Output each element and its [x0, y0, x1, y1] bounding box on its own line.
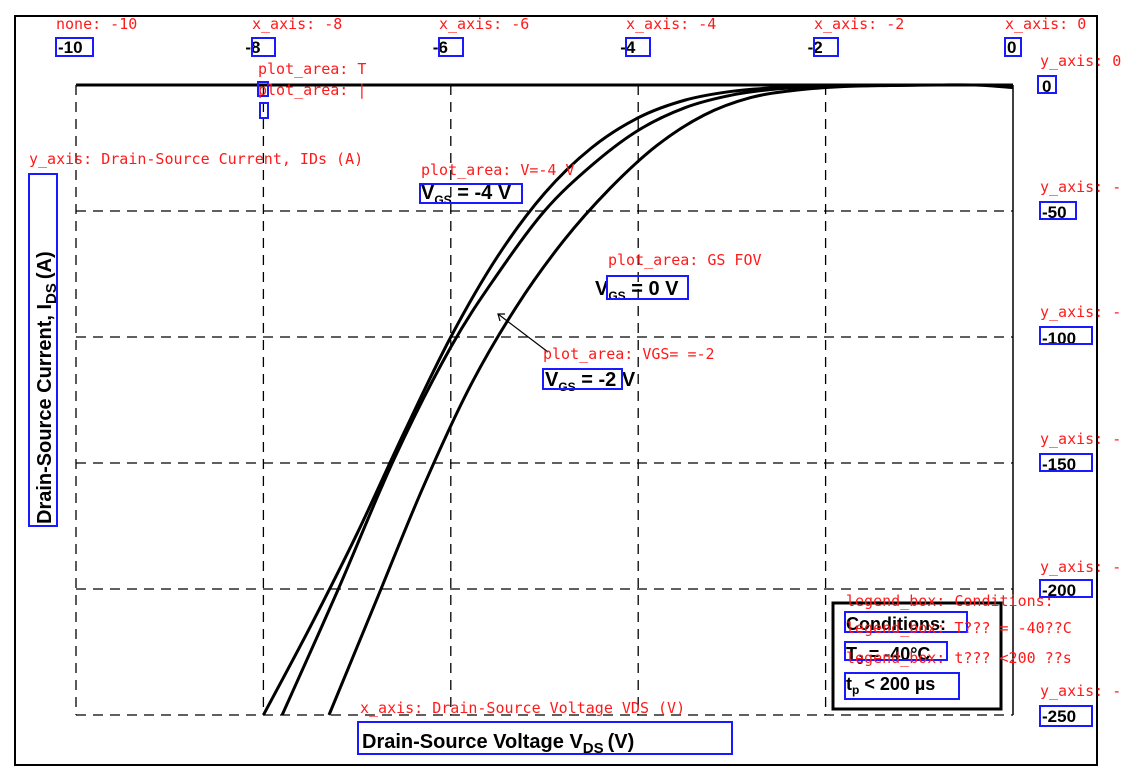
annotation-texts: none: -10 x_axis: -8 x_axis: -6 x_axis: … — [29, 15, 1121, 717]
y-tick-label: -150 — [1042, 455, 1076, 474]
svg-text:y_axis: 0: y_axis: 0 — [1040, 52, 1121, 70]
svg-text:y_axis: -: y_axis: - — [1040, 430, 1121, 448]
svg-text:legend_box: t??? <200 ??s: legend_box: t??? <200 ??s — [846, 649, 1072, 667]
annotation-boxes — [28, 37, 1093, 755]
arrow-head — [497, 313, 505, 322]
y-tick-label: -50 — [1042, 203, 1067, 222]
svg-text:x_axis: -4: x_axis: -4 — [626, 15, 716, 33]
svg-text:y_axis: -: y_axis: - — [1040, 682, 1121, 700]
legend-line-tp: tp < 200 µs — [846, 674, 935, 697]
svg-text:plot_area: V=-4 V: plot_area: V=-4 V — [421, 161, 575, 179]
svg-text:legend_box: T??? = -40??C: legend_box: T??? = -40??C — [846, 619, 1072, 637]
svg-text:y_axis: -: y_axis: - — [1040, 558, 1121, 576]
svg-text:plot_area: |: plot_area: | — [258, 81, 366, 99]
svg-text:plot_area: T: plot_area: T — [258, 60, 366, 78]
svg-text:x_axis: -6: x_axis: -6 — [439, 15, 529, 33]
x-tick-label: -4 — [620, 38, 636, 57]
x-tick-label: -2 — [808, 38, 823, 57]
svg-text:x_axis: 0: x_axis: 0 — [1005, 15, 1086, 33]
svg-text:y_axis: Drain-Source Current,: y_axis: Drain-Source Current, IDs (A) — [29, 150, 363, 168]
legend-box — [831, 601, 1003, 711]
svg-text:y_axis: -: y_axis: - — [1040, 178, 1121, 196]
y-tick-label: -100 — [1042, 329, 1076, 348]
svg-text:plot_area: VGS= =-2: plot_area: VGS= =-2 — [543, 345, 715, 363]
x-tick-label: 0 — [1007, 38, 1016, 57]
series-line — [327, 83, 1014, 716]
x-axis-title: Drain-Source Voltage VDS (V) — [362, 731, 634, 757]
y-axis-title: Drain-Source Current, IDS(A) — [34, 251, 60, 524]
y-tick-label: -200 — [1042, 581, 1076, 600]
series-label-arrow — [497, 313, 549, 353]
svg-text:legend_box: Conditions:: legend_box: Conditions: — [846, 592, 1054, 610]
series-label-vgs-0: VGS = 0 V — [595, 278, 679, 303]
svg-text:x_axis: Drain-Source Voltage V: x_axis: Drain-Source Voltage VDS (V) — [360, 699, 685, 717]
tick-labels: -10 -8 -6 -4 -2 00-50-100-150-200-250 — [58, 38, 1076, 726]
svg-text:y_axis: -: y_axis: - — [1040, 303, 1121, 321]
x-tick-label: -10 — [58, 38, 83, 57]
y-tick-label: 0 — [1042, 77, 1051, 96]
svg-text:x_axis: -2: x_axis: -2 — [814, 15, 904, 33]
series-curves — [262, 83, 1014, 716]
svg-text:x_axis: -8: x_axis: -8 — [252, 15, 342, 33]
series-label-vgs-minus2: VGS = -2 V — [545, 369, 636, 394]
series-label-vgs-minus4: VGS = -4 V — [421, 182, 512, 207]
svg-text:plot_area: GS FOV: plot_area: GS FOV — [608, 251, 762, 269]
svg-text:none: -10: none: -10 — [56, 15, 137, 33]
x-tick-label: -6 — [433, 38, 448, 57]
legend-title: Conditions: — [846, 614, 946, 634]
chart-frame — [14, 15, 1098, 766]
y-tick-label: -250 — [1042, 707, 1076, 726]
